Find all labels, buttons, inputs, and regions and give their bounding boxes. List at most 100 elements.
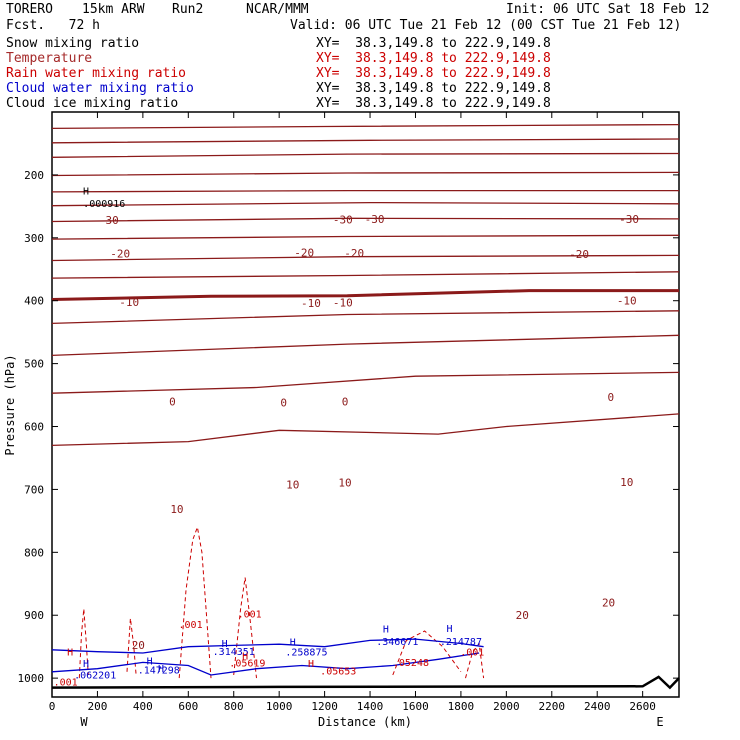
isotherm--30 [51, 189, 679, 193]
high-marker: H [158, 664, 164, 675]
y-tick-label: 500 [24, 358, 44, 371]
high-marker: H [447, 624, 453, 635]
isotherm-20 [51, 413, 680, 447]
cloud-water-value-label: .062201 [74, 670, 116, 681]
x-axis-title: Distance (km) [318, 715, 412, 729]
isotherm-label: -20 [110, 248, 130, 261]
isotherm--25 [51, 201, 680, 207]
valid-time: Valid: 06 UTC Tue 21 Feb 12 (00 CST Tue … [290, 18, 682, 33]
high-marker: H [147, 657, 153, 668]
legend-xy-rain: XY= 38.3,149.8 to 222.9,149.8 [316, 66, 551, 81]
org-label: NCAR/MMM [246, 2, 309, 17]
isotherm-label: 0 [280, 397, 287, 410]
x-tick-label: 1600 [402, 700, 429, 713]
legend-label-rain: Rain water mixing ratio [6, 66, 187, 81]
high-marker: H [242, 651, 248, 662]
legend-xy-temperature: XY= 38.3,149.8 to 222.9,149.8 [316, 51, 551, 66]
legend-xy-cloud-ice: XY= 38.3,149.8 to 222.9,149.8 [316, 96, 551, 111]
y-tick-label: 700 [24, 483, 44, 496]
legend-label-temperature: Temperature [6, 51, 93, 66]
y-tick-label: 300 [24, 232, 44, 245]
isotherm-label: -10 [119, 296, 139, 309]
y-tick-label: 400 [24, 295, 44, 308]
plot-frame [51, 111, 680, 698]
cloud-water-value-label: .314351 [213, 647, 255, 658]
high-marker: H [83, 187, 89, 198]
legend-xy-snow: XY= 38.3,149.8 to 222.9,149.8 [316, 36, 551, 51]
isotherm--40 [51, 152, 680, 158]
x-tick-label: 1000 [266, 700, 293, 713]
isotherm-label: 10 [620, 476, 633, 489]
y-tick-label: 200 [24, 169, 44, 182]
rain-value-label: .001 [238, 609, 262, 620]
legend-xy-cloud-water: XY= 38.3,149.8 to 222.9,149.8 [316, 81, 551, 96]
isotherm-label: 10 [338, 477, 351, 490]
isotherm-label: -10 [617, 295, 637, 308]
isotherm-label: -20 [344, 247, 364, 260]
isotherm--5 [51, 271, 680, 279]
forecast-hour: Fcst. 72 h [6, 18, 100, 33]
legend-label-snow: Snow mixing ratio [6, 36, 140, 51]
x-tick-label: 2400 [584, 700, 611, 713]
isotherm-label: -30 [619, 213, 639, 226]
rain-contour [233, 577, 257, 679]
isotherm--50 [51, 123, 680, 130]
rain-contour [178, 525, 212, 679]
cloud-water-value-label: .346671 [376, 637, 418, 648]
isotherm-label: -30 [365, 213, 385, 226]
isotherm--10 [51, 254, 680, 262]
rain-value-label: .05248 [393, 658, 429, 669]
isotherm-15 [51, 371, 680, 394]
cloud-water-value-label: .147298 [138, 665, 180, 676]
west-label: W [80, 715, 88, 729]
isotherm-label: 20 [132, 639, 145, 652]
rain-value-label: .001 [460, 648, 484, 659]
rain-value-label: .001 [179, 620, 203, 631]
y-tick-label: 1000 [18, 672, 45, 685]
legend-label-cloud-ice: Cloud ice mixing ratio [6, 96, 179, 111]
isotherm-label: -10 [301, 297, 321, 310]
snow-value-label: .000916 [83, 199, 125, 210]
cloud-water-contour [51, 638, 484, 654]
cloud-water-value-label: .258875 [285, 648, 327, 659]
y-tick-label: 800 [24, 546, 44, 559]
isotherm--15 [51, 234, 680, 240]
high-marker: H [222, 639, 228, 650]
terrain-line [51, 675, 680, 690]
high-marker: H [308, 659, 314, 670]
x-tick-label: 600 [178, 700, 198, 713]
isotherm-label: -30 [99, 214, 119, 227]
isotherm-label: 0 [342, 395, 349, 408]
rain-value-label: .05619 [229, 658, 265, 669]
isotherm--35 [51, 171, 680, 177]
isotherm--45 [51, 138, 680, 144]
isotherm-10 [51, 334, 680, 357]
isotherm-label: -20 [569, 248, 589, 261]
x-tick-label: 1200 [311, 700, 338, 713]
run-label: Run2 [172, 2, 204, 17]
y-tick-label: 900 [24, 609, 44, 622]
isotherm-label: 20 [516, 609, 529, 622]
isotherm-label: 10 [286, 478, 299, 491]
high-marker: H [383, 624, 389, 635]
cloud-water-contour [51, 652, 480, 676]
rain-contour [465, 642, 485, 679]
x-tick-label: 800 [224, 700, 244, 713]
resolution-label: 15km ARW [82, 2, 145, 17]
isotherm-label: -10 [333, 297, 353, 310]
isotherm-label: -30 [333, 214, 353, 227]
legend-label-cloud-water: Cloud water mixing ratio [6, 81, 194, 96]
isotherm-label: 10 [170, 503, 183, 516]
model-title: TORERO [6, 2, 53, 17]
y-axis-title: Pressure (hPa) [3, 354, 17, 455]
isotherm-5 [51, 310, 680, 325]
x-tick-label: 400 [133, 700, 153, 713]
isotherm-label: 0 [169, 395, 176, 408]
x-tick-label: 1400 [357, 700, 384, 713]
cloud-water-value-label: .214787 [440, 637, 482, 648]
x-tick-label: 200 [87, 700, 107, 713]
x-tick-label: 2000 [493, 700, 520, 713]
rain-contour [78, 608, 89, 679]
isotherm--20 [51, 217, 680, 223]
